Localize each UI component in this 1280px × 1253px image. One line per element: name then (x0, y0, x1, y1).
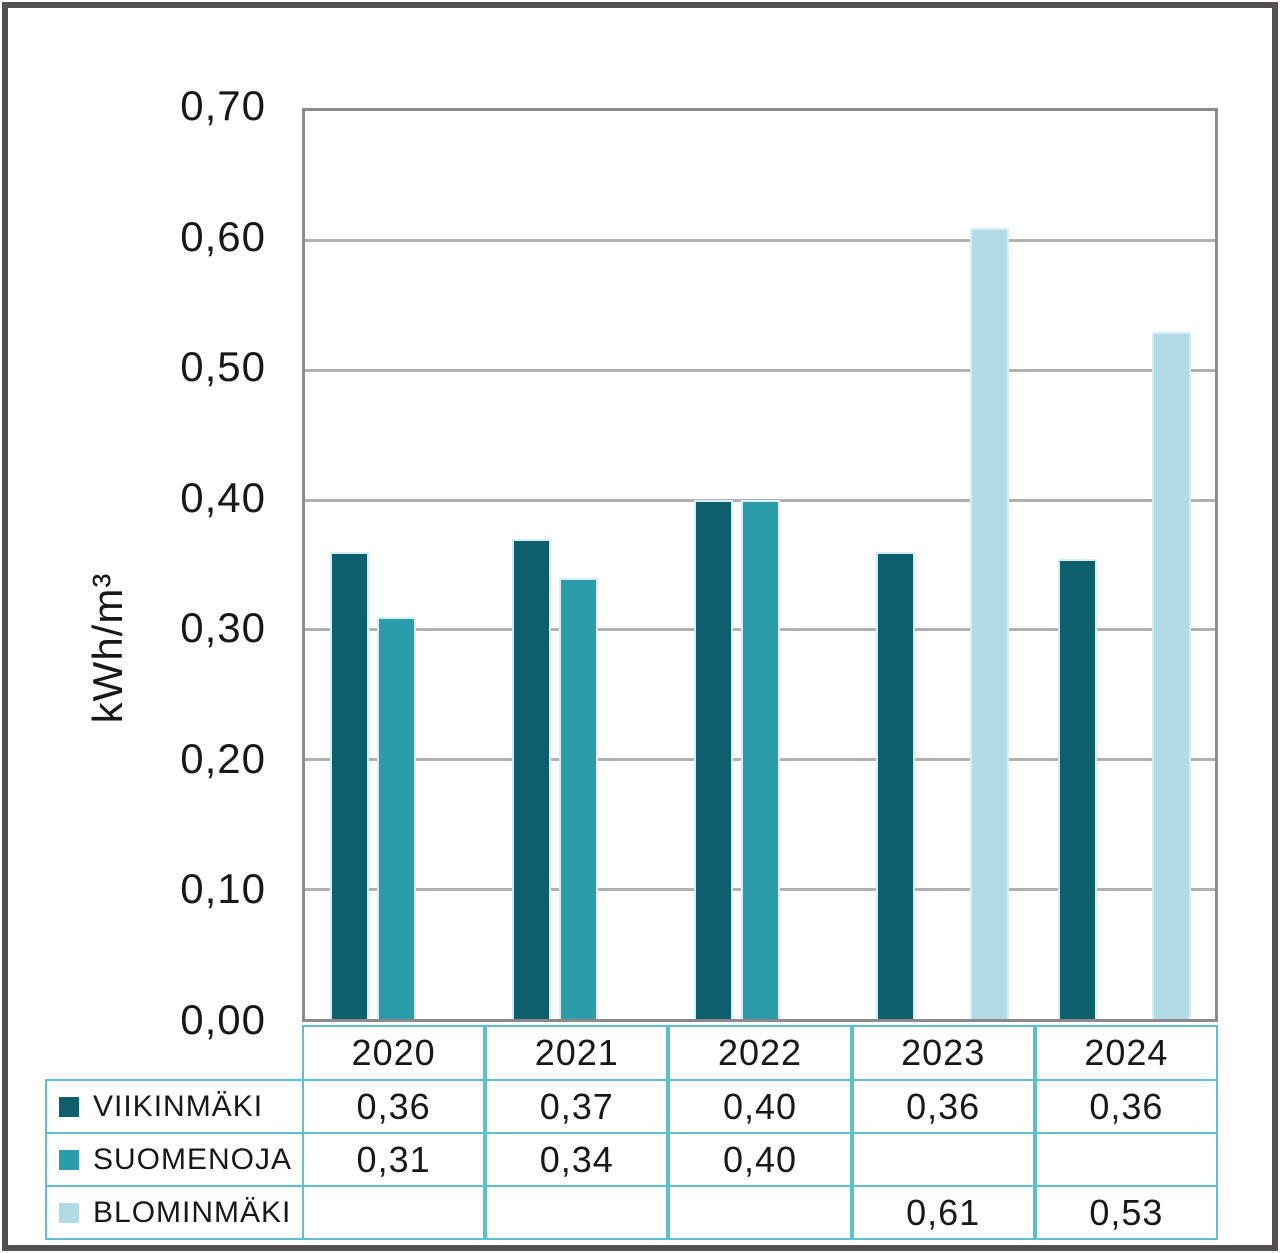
legend-label: VIIKINMÄKI (93, 1089, 264, 1123)
bar-viikinmäki-2020 (329, 552, 369, 1019)
legend-swatch-blominmäki (59, 1202, 79, 1223)
x-axis-category-2023: 2023 (851, 1025, 1035, 1081)
legend-item-suomenoja: SUOMENOJA (45, 1132, 304, 1187)
bar-suomenoja-2022 (740, 500, 780, 1019)
value-cell-suomenoja-2024 (1034, 1132, 1218, 1187)
bar-viikinmäki-2021 (511, 539, 551, 1019)
bar-blominmäki-2024 (1151, 331, 1191, 1019)
legend-item-viikinmäki: VIIKINMÄKI (45, 1079, 304, 1134)
bar-viikinmäki-2022 (693, 500, 733, 1019)
y-axis-tick-label: 0,50 (180, 343, 266, 391)
y-axis-tick-label: 0,60 (180, 212, 266, 260)
legend-swatch-viikinmäki (59, 1096, 79, 1117)
x-axis-category-2020: 2020 (302, 1025, 486, 1081)
gridline (305, 498, 1215, 502)
value-cell-viikinmäki-2023: 0,36 (851, 1079, 1035, 1134)
legend-label: SUOMENOJA (93, 1142, 293, 1176)
value-cell-suomenoja-2022: 0,40 (668, 1132, 852, 1187)
value-cell-blominmäki-2023: 0,61 (851, 1185, 1035, 1240)
value-cell-viikinmäki-2022: 0,40 (668, 1079, 852, 1134)
x-axis-category-2021: 2021 (485, 1025, 669, 1081)
x-axis-category-2024: 2024 (1034, 1025, 1218, 1081)
value-cell-suomenoja-2023 (851, 1132, 1035, 1187)
value-cell-viikinmäki-2020: 0,36 (302, 1079, 486, 1134)
bar-blominmäki-2023 (969, 227, 1009, 1019)
legend-swatch-suomenoja (59, 1149, 79, 1170)
legend-item-blominmäki: BLOMINMÄKI (45, 1185, 304, 1240)
gridline (305, 368, 1215, 372)
value-cell-suomenoja-2021: 0,34 (485, 1132, 669, 1187)
y-axis-tick-label: 0,20 (180, 734, 266, 782)
y-axis-tick-label: 0,00 (180, 996, 266, 1044)
bar-suomenoja-2021 (558, 577, 598, 1019)
x-axis-category-2022: 2022 (668, 1025, 852, 1081)
gridline (305, 239, 1215, 243)
value-cell-suomenoja-2020: 0,31 (302, 1132, 486, 1187)
bar-suomenoja-2020 (376, 616, 416, 1019)
value-cell-blominmäki-2024: 0,53 (1034, 1185, 1218, 1240)
value-cell-viikinmäki-2024: 0,36 (1034, 1079, 1218, 1134)
bar-viikinmäki-2024 (1057, 558, 1097, 1019)
value-cell-blominmäki-2022 (668, 1185, 852, 1240)
legend-label: BLOMINMÄKI (93, 1195, 292, 1229)
plot-area (302, 108, 1218, 1022)
value-cell-blominmäki-2021 (485, 1185, 669, 1240)
value-cell-viikinmäki-2021: 0,37 (485, 1079, 669, 1134)
y-axis-tick-label: 0,40 (180, 473, 266, 521)
y-axis-tick-label: 0,30 (180, 604, 266, 652)
y-axis-tick-label: 0,10 (180, 865, 266, 913)
value-cell-blominmäki-2020 (302, 1185, 486, 1240)
bar-viikinmäki-2023 (875, 552, 915, 1019)
y-axis-tick-label: 0,70 (180, 82, 266, 130)
